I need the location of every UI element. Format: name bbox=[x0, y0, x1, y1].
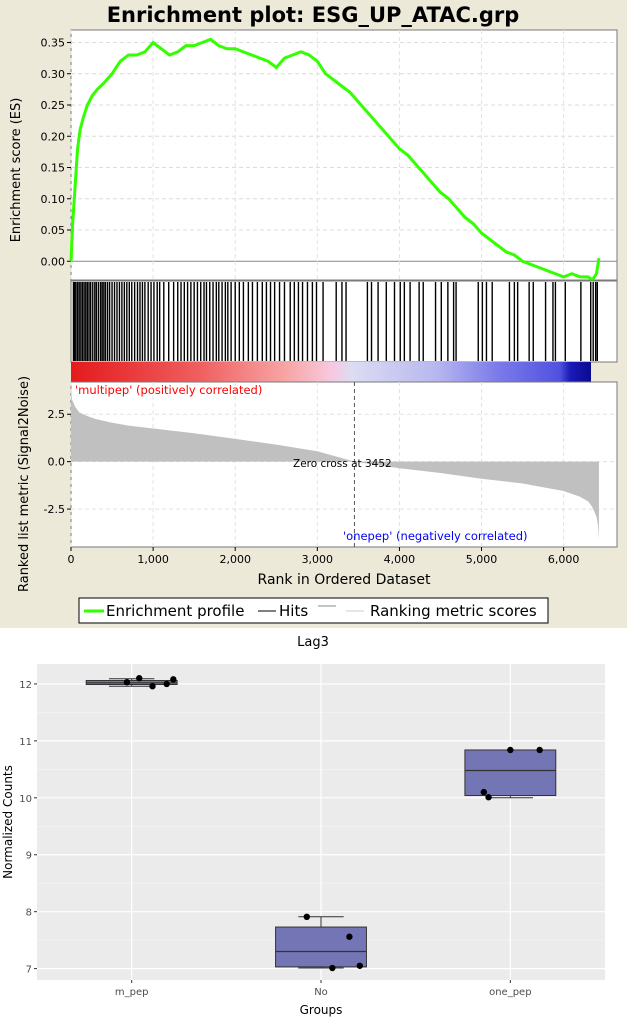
boxplot-panel: Lag3 7 8 9 10 11 12 m_pep No one_pep Groups Nor… bbox=[0, 628, 627, 1017]
box-ytick-label: 12 bbox=[19, 680, 32, 691]
box-body bbox=[275, 926, 367, 968]
gsea-xtick-label: 1,000 bbox=[137, 553, 169, 566]
data-point bbox=[123, 679, 131, 686]
es-ylabel: Enrichment score (ES) bbox=[9, 98, 24, 243]
data-point bbox=[163, 680, 170, 688]
negative-correlation-label: 'onepep' (negatively correlated) bbox=[343, 529, 528, 543]
box-xtick-label: one_pep bbox=[489, 987, 531, 998]
box-ytick-label: 11 bbox=[19, 737, 32, 748]
boxplot-y-axis-ticks: 7 8 9 10 11 12 bbox=[19, 680, 37, 976]
data-point bbox=[480, 788, 488, 796]
gsea-xtick-label: 3,000 bbox=[302, 553, 334, 566]
gsea-xtick-label: 2,000 bbox=[219, 553, 251, 566]
boxplot-xlabel: Groups bbox=[300, 1003, 343, 1017]
gsea-xtick-label: 0 bbox=[68, 553, 75, 566]
legend-hits-label: Hits bbox=[279, 602, 308, 620]
boxplot-ylabel: Normalized Counts bbox=[1, 765, 15, 879]
box-body bbox=[464, 749, 557, 797]
es-ytick-label: 0.25 bbox=[41, 99, 66, 112]
data-point bbox=[536, 746, 543, 754]
data-point bbox=[346, 933, 353, 940]
positive-correlation-label: 'multipep' (positively correlated) bbox=[75, 383, 262, 397]
es-ytick-label: 0.10 bbox=[41, 193, 66, 206]
gsea-xtick-label: 4,000 bbox=[384, 553, 416, 566]
data-point bbox=[507, 746, 514, 754]
es-ytick-label: 0.20 bbox=[41, 130, 66, 143]
boxplot-x-axis-ticks: m_pep No one_pep bbox=[115, 980, 532, 998]
gsea-xtick-label: 6,000 bbox=[548, 553, 580, 566]
es-ytick-label: 0.05 bbox=[41, 224, 66, 237]
es-ytick-label: 0.30 bbox=[41, 68, 66, 81]
ranking-metric-area bbox=[71, 385, 599, 540]
ranking-color-bar bbox=[71, 362, 591, 382]
es-plot-area bbox=[70, 29, 618, 281]
gsea-xlabel: Rank in Ordered Dataset bbox=[258, 572, 431, 588]
es-ytick-label: 0.00 bbox=[41, 255, 66, 268]
data-point bbox=[356, 962, 364, 969]
box-ytick-label: 7 bbox=[26, 965, 32, 976]
gsea-x-axis-ticks: 0 1,000 2,000 3,000 4,000 5,000 6,000 bbox=[68, 547, 580, 566]
hits-marks bbox=[72, 282, 598, 361]
box-xtick-label: m_pep bbox=[115, 987, 149, 998]
gsea-title: Enrichment plot: ESG_UP_ATAC.grp bbox=[107, 3, 520, 27]
boxplot-gridlines bbox=[37, 664, 605, 980]
metric-ytick-label: -2.5 bbox=[44, 503, 65, 516]
enrichment-profile-line bbox=[69, 37, 601, 283]
legend-enrichment-label: Enrichment profile bbox=[106, 602, 244, 620]
boxplot-points bbox=[123, 675, 543, 972]
metric-ytick-label: 0.0 bbox=[48, 456, 66, 469]
legend-ranking-label: Ranking metric scores bbox=[370, 602, 537, 620]
data-point bbox=[170, 676, 177, 683]
boxplot-title: Lag3 bbox=[297, 635, 329, 650]
metric-y-axis-ticks: 2.5 0.0 -2.5 bbox=[44, 408, 71, 516]
es-ytick-label: 0.35 bbox=[41, 37, 66, 50]
gsea-chart: Enrichment plot: ESG_UP_ATAC.grp 0.000.0… bbox=[9, 3, 618, 624]
box-ytick-label: 8 bbox=[26, 908, 32, 919]
box-ytick-label: 10 bbox=[19, 794, 32, 805]
hits-panel bbox=[70, 280, 618, 363]
box-ytick-label: 9 bbox=[26, 851, 32, 862]
es-ytick-label: 0.15 bbox=[41, 162, 66, 175]
gsea-enrichment-panel: Enrichment plot: ESG_UP_ATAC.grp 0.00 0.0… bbox=[0, 0, 627, 628]
es-y-axis-ticks: 0.00 0.05 0.10 0.15 0.20 0.25 0.30 0.35 bbox=[41, 37, 71, 268]
boxplot-boxes bbox=[85, 678, 557, 969]
metric-ytick-label: 2.5 bbox=[48, 408, 66, 421]
gsea-legend bbox=[78, 597, 549, 624]
data-point bbox=[149, 683, 156, 690]
zero-cross-label: Zero cross at 3452 bbox=[293, 458, 392, 470]
gsea-xtick-label: 5,000 bbox=[466, 553, 498, 566]
data-point bbox=[136, 675, 143, 682]
boxplot-chart: Lag3 7 8 9 10 11 12 m_pep No one_pep Groups Nor… bbox=[1, 635, 605, 1017]
data-point bbox=[485, 794, 492, 801]
data-point bbox=[303, 913, 310, 920]
data-point bbox=[329, 964, 336, 972]
metric-ylabel: Ranked list metric (Signal2Noise) bbox=[17, 376, 32, 592]
box-xtick-label: No bbox=[314, 987, 328, 998]
